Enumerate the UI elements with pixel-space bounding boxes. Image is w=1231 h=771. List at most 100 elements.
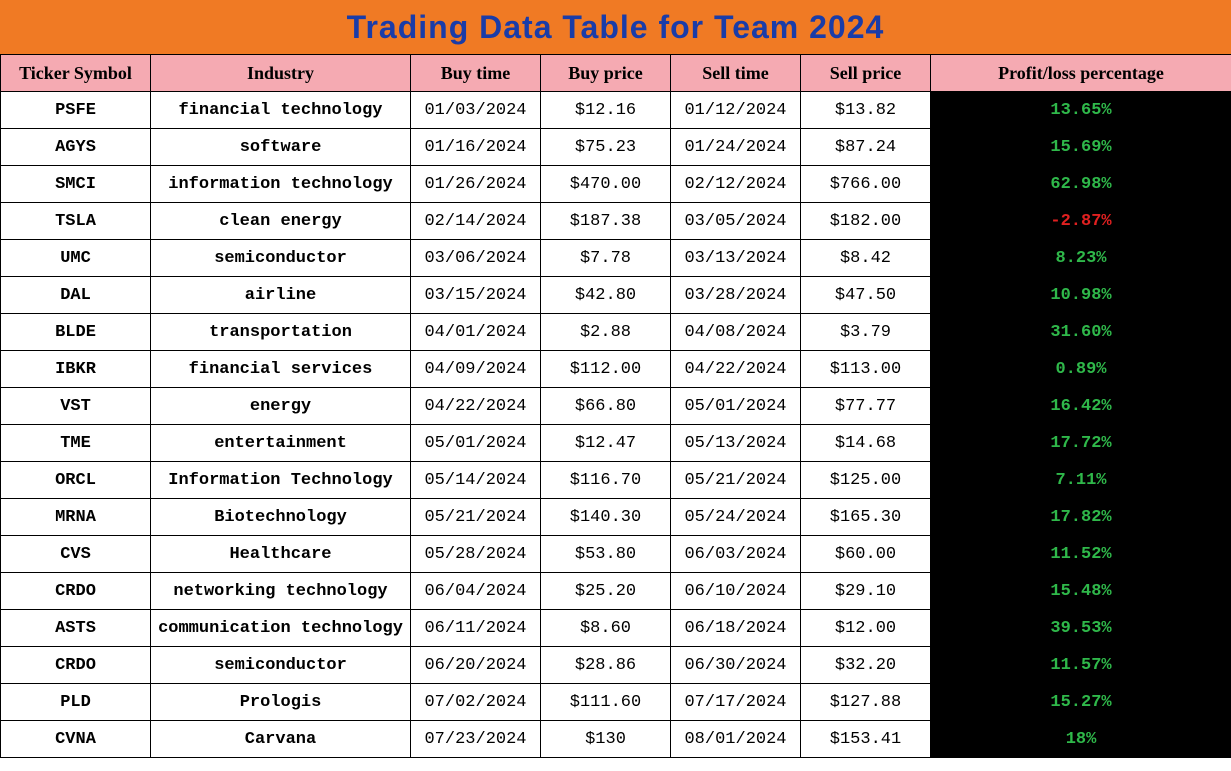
sell_price-cell: $165.30 (801, 499, 931, 536)
sell_price-cell: $60.00 (801, 536, 931, 573)
buy_price-cell: $116.70 (541, 462, 671, 499)
column-header: Profit/loss percentage (931, 55, 1231, 92)
buy_time-cell: 07/02/2024 (411, 684, 541, 721)
sell_price-cell: $182.00 (801, 203, 931, 240)
pl-cell: 17.72% (931, 425, 1231, 462)
ticker-cell: PLD (1, 684, 151, 721)
industry-cell: software (151, 129, 411, 166)
pl-cell: -2.87% (931, 203, 1231, 240)
buy_time-cell: 06/11/2024 (411, 610, 541, 647)
sell_time-cell: 05/13/2024 (671, 425, 801, 462)
table-row: DALairline03/15/2024$42.8003/28/2024$47.… (1, 277, 1231, 314)
industry-cell: financial services (151, 351, 411, 388)
table-row: UMCsemiconductor03/06/2024$7.7803/13/202… (1, 240, 1231, 277)
industry-cell: semiconductor (151, 647, 411, 684)
buy_time-cell: 05/14/2024 (411, 462, 541, 499)
ticker-cell: CVS (1, 536, 151, 573)
buy_time-cell: 03/06/2024 (411, 240, 541, 277)
sell_time-cell: 02/12/2024 (671, 166, 801, 203)
pl-cell: 18% (931, 721, 1231, 758)
industry-cell: Biotechnology (151, 499, 411, 536)
page-title: Trading Data Table for Team 2024 (0, 0, 1231, 54)
industry-cell: Prologis (151, 684, 411, 721)
table-row: IBKRfinancial services04/09/2024$112.000… (1, 351, 1231, 388)
buy_price-cell: $8.60 (541, 610, 671, 647)
ticker-cell: AGYS (1, 129, 151, 166)
sell_price-cell: $127.88 (801, 684, 931, 721)
ticker-cell: CVNA (1, 721, 151, 758)
buy_time-cell: 05/01/2024 (411, 425, 541, 462)
buy_price-cell: $28.86 (541, 647, 671, 684)
table-header-row: Ticker SymbolIndustryBuy timeBuy priceSe… (1, 55, 1231, 92)
pl-cell: 16.42% (931, 388, 1231, 425)
pl-cell: 0.89% (931, 351, 1231, 388)
pl-cell: 7.11% (931, 462, 1231, 499)
sell_price-cell: $14.68 (801, 425, 931, 462)
sell_time-cell: 01/24/2024 (671, 129, 801, 166)
table-row: BLDEtransportation04/01/2024$2.8804/08/2… (1, 314, 1231, 351)
buy_time-cell: 01/03/2024 (411, 92, 541, 129)
ticker-cell: BLDE (1, 314, 151, 351)
pl-cell: 31.60% (931, 314, 1231, 351)
sell_time-cell: 06/18/2024 (671, 610, 801, 647)
buy_price-cell: $112.00 (541, 351, 671, 388)
buy_time-cell: 02/14/2024 (411, 203, 541, 240)
table-row: PLDPrologis07/02/2024$111.6007/17/2024$1… (1, 684, 1231, 721)
buy_price-cell: $12.16 (541, 92, 671, 129)
column-header: Sell price (801, 55, 931, 92)
industry-cell: financial technology (151, 92, 411, 129)
table-row: TMEentertainment05/01/2024$12.4705/13/20… (1, 425, 1231, 462)
buy_price-cell: $187.38 (541, 203, 671, 240)
buy_time-cell: 03/15/2024 (411, 277, 541, 314)
industry-cell: transportation (151, 314, 411, 351)
sell_price-cell: $77.77 (801, 388, 931, 425)
buy_price-cell: $42.80 (541, 277, 671, 314)
table-row: ORCLInformation Technology05/14/2024$116… (1, 462, 1231, 499)
sell_time-cell: 04/22/2024 (671, 351, 801, 388)
industry-cell: Healthcare (151, 536, 411, 573)
column-header: Ticker Symbol (1, 55, 151, 92)
ticker-cell: MRNA (1, 499, 151, 536)
trading-table: Ticker SymbolIndustryBuy timeBuy priceSe… (0, 54, 1231, 758)
sell_time-cell: 01/12/2024 (671, 92, 801, 129)
ticker-cell: SMCI (1, 166, 151, 203)
ticker-cell: ASTS (1, 610, 151, 647)
pl-cell: 11.52% (931, 536, 1231, 573)
industry-cell: networking technology (151, 573, 411, 610)
buy_price-cell: $7.78 (541, 240, 671, 277)
table-row: CRDOnetworking technology06/04/2024$25.2… (1, 573, 1231, 610)
pl-cell: 15.48% (931, 573, 1231, 610)
buy_price-cell: $140.30 (541, 499, 671, 536)
buy_price-cell: $53.80 (541, 536, 671, 573)
ticker-cell: ORCL (1, 462, 151, 499)
sell_time-cell: 03/13/2024 (671, 240, 801, 277)
ticker-cell: IBKR (1, 351, 151, 388)
ticker-cell: TSLA (1, 203, 151, 240)
buy_time-cell: 04/09/2024 (411, 351, 541, 388)
sell_price-cell: $113.00 (801, 351, 931, 388)
pl-cell: 17.82% (931, 499, 1231, 536)
industry-cell: airline (151, 277, 411, 314)
buy_price-cell: $12.47 (541, 425, 671, 462)
pl-cell: 8.23% (931, 240, 1231, 277)
table-row: SMCIinformation technology01/26/2024$470… (1, 166, 1231, 203)
industry-cell: Information Technology (151, 462, 411, 499)
sell_time-cell: 03/05/2024 (671, 203, 801, 240)
column-header: Buy price (541, 55, 671, 92)
pl-cell: 13.65% (931, 92, 1231, 129)
industry-cell: energy (151, 388, 411, 425)
industry-cell: information technology (151, 166, 411, 203)
industry-cell: entertainment (151, 425, 411, 462)
buy_time-cell: 06/20/2024 (411, 647, 541, 684)
column-header: Sell time (671, 55, 801, 92)
sell_price-cell: $153.41 (801, 721, 931, 758)
buy_time-cell: 05/21/2024 (411, 499, 541, 536)
buy_time-cell: 05/28/2024 (411, 536, 541, 573)
ticker-cell: CRDO (1, 573, 151, 610)
table-row: CRDOsemiconductor06/20/2024$28.8606/30/2… (1, 647, 1231, 684)
buy_price-cell: $2.88 (541, 314, 671, 351)
buy_price-cell: $75.23 (541, 129, 671, 166)
industry-cell: communication technology (151, 610, 411, 647)
buy_price-cell: $130 (541, 721, 671, 758)
pl-cell: 15.27% (931, 684, 1231, 721)
